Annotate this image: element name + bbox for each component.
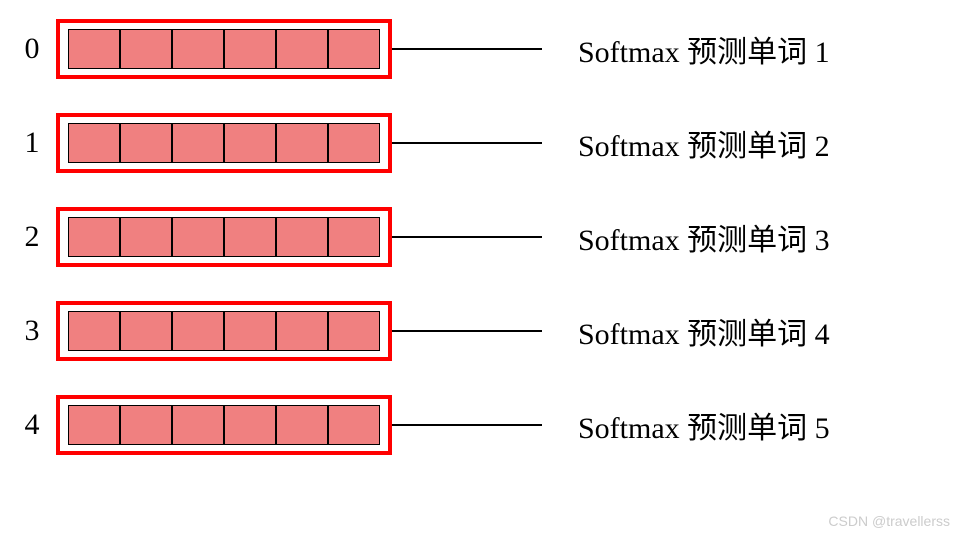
vector-cell [328, 217, 380, 257]
vector-box [56, 395, 392, 455]
vector-cells [68, 311, 380, 351]
vector-cell [68, 29, 120, 69]
vector-cell [276, 29, 328, 69]
vector-cells [68, 217, 380, 257]
vector-row: 3 Softmax 预测单词 4 [12, 297, 960, 365]
vector-cell [172, 405, 224, 445]
vector-cells [68, 405, 380, 445]
vector-cell [276, 405, 328, 445]
output-label: Softmax 预测单词 1 [578, 27, 830, 71]
vector-cell [224, 123, 276, 163]
vector-cell [328, 311, 380, 351]
vector-box [56, 207, 392, 267]
vector-cell [276, 311, 328, 351]
vector-box [56, 19, 392, 79]
vector-row: 0 Softmax 预测单词 1 [12, 15, 960, 83]
vector-row: 2 Softmax 预测单词 3 [12, 203, 960, 271]
vector-cell [328, 29, 380, 69]
vector-cell [120, 29, 172, 69]
row-index: 4 [12, 408, 52, 442]
connector-line [392, 330, 542, 332]
vector-cell [68, 311, 120, 351]
vector-box [56, 113, 392, 173]
vector-row: 4 Softmax 预测单词 5 [12, 391, 960, 459]
softmax-prediction-diagram: 0 Softmax 预测单词 1 1 [0, 15, 960, 459]
output-label: Softmax 预测单词 5 [578, 403, 830, 447]
vector-cell [172, 29, 224, 69]
vector-cell [224, 217, 276, 257]
vector-cell [172, 123, 224, 163]
watermark-text: CSDN @travellerss [828, 513, 950, 529]
vector-cell [328, 405, 380, 445]
connector-line [392, 236, 542, 238]
vector-cell [68, 123, 120, 163]
vector-row: 1 Softmax 预测单词 2 [12, 109, 960, 177]
vector-cell [224, 311, 276, 351]
vector-cells [68, 123, 380, 163]
row-index: 3 [12, 314, 52, 348]
connector-line [392, 48, 542, 50]
vector-cell [276, 123, 328, 163]
row-index: 2 [12, 220, 52, 254]
vector-cell [172, 311, 224, 351]
vector-cell [68, 405, 120, 445]
vector-cell [172, 217, 224, 257]
vector-box [56, 301, 392, 361]
row-index: 0 [12, 32, 52, 66]
output-label: Softmax 预测单词 2 [578, 121, 830, 165]
vector-cell [328, 123, 380, 163]
row-index: 1 [12, 126, 52, 160]
connector-line [392, 424, 542, 426]
vector-cell [120, 405, 172, 445]
vector-cell [224, 405, 276, 445]
vector-cell [120, 123, 172, 163]
vector-cell [276, 217, 328, 257]
vector-cell [120, 217, 172, 257]
connector-line [392, 142, 542, 144]
output-label: Softmax 预测单词 3 [578, 215, 830, 259]
vector-cell [120, 311, 172, 351]
output-label: Softmax 预测单词 4 [578, 309, 830, 353]
vector-cell [68, 217, 120, 257]
vector-cells [68, 29, 380, 69]
vector-cell [224, 29, 276, 69]
